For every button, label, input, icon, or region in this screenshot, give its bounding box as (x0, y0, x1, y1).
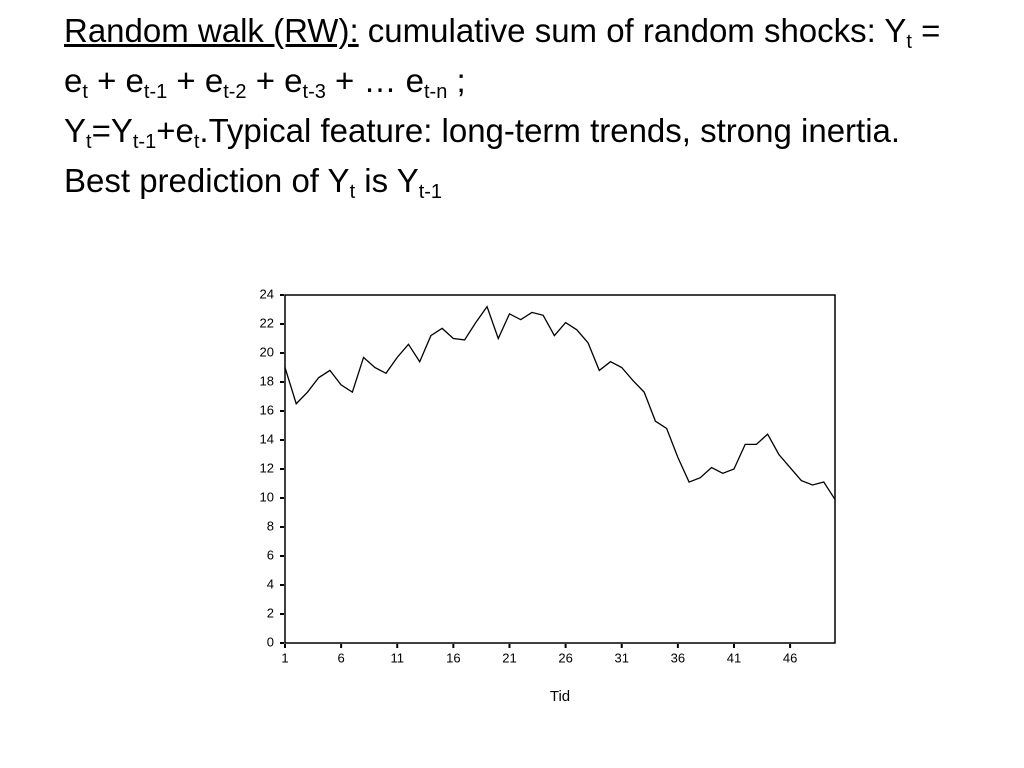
y-tick-label: 2 (267, 605, 274, 620)
text-run: + … e (325, 62, 424, 99)
text-run: Random walk (RW): (64, 12, 359, 49)
x-tick-label: 11 (390, 650, 404, 665)
subscript: t-2 (223, 81, 247, 103)
text-run: +e (156, 112, 194, 149)
plot-frame (284, 294, 836, 644)
y-tick-label: 20 (260, 344, 274, 359)
subscript: t (82, 81, 88, 103)
text-run: .Typical feature: long-term trends, stro… (64, 112, 901, 199)
slide-text: Random walk (RW): cumulative sum of rand… (64, 6, 954, 206)
paragraph: Random walk (RW): cumulative sum of rand… (64, 6, 954, 106)
x-tick-label: 16 (446, 650, 460, 665)
y-tick-label: 8 (267, 518, 274, 533)
text-run: =Y (91, 112, 133, 149)
text-run: + e (246, 62, 303, 99)
text-run: is Y (355, 162, 419, 199)
paragraph: Yt=Yt-1+et.Typical feature: long-term tr… (64, 106, 954, 206)
x-axis-label: Tid (550, 688, 570, 705)
text-run: cumulative sum of random shocks: Y (358, 12, 907, 49)
text-run: + e (167, 62, 224, 99)
x-tick-label: 21 (502, 650, 516, 665)
text-run: + e (87, 62, 144, 99)
subscript: t-3 (302, 81, 326, 103)
subscript: t-1 (132, 131, 157, 153)
subscript: t-1 (143, 81, 168, 103)
y-tick-label: 16 (260, 402, 274, 417)
x-tick-label: 41 (727, 650, 741, 665)
subscript: t (86, 131, 92, 153)
subscript: t (349, 181, 356, 203)
y-tick-label: 10 (260, 489, 274, 504)
subscript: t-n (424, 81, 448, 103)
y-tick-label: 4 (267, 576, 274, 591)
y-tick-label: 24 (260, 286, 274, 301)
text-run: ; (447, 62, 466, 99)
data-line (284, 305, 836, 500)
y-tick-label: 12 (260, 460, 274, 475)
x-tick-label: 46 (783, 650, 797, 665)
text-run: = e (64, 12, 941, 99)
y-tick-label: 14 (260, 431, 274, 446)
y-tick-label: 22 (260, 315, 274, 330)
text-run: Y (64, 112, 87, 149)
x-tick-label: 1 (281, 650, 288, 665)
x-tick-label: 36 (671, 650, 685, 665)
y-tick-label: 6 (267, 547, 274, 562)
subscript: t (906, 31, 912, 53)
y-tick-label: 18 (260, 373, 274, 388)
x-tick-label: 31 (615, 650, 629, 665)
x-tick-label: 26 (558, 650, 572, 665)
x-tick-label: 6 (338, 650, 345, 665)
y-tick-label: 0 (267, 634, 274, 649)
subscript: t-1 (418, 181, 443, 203)
subscript: t (193, 131, 200, 153)
